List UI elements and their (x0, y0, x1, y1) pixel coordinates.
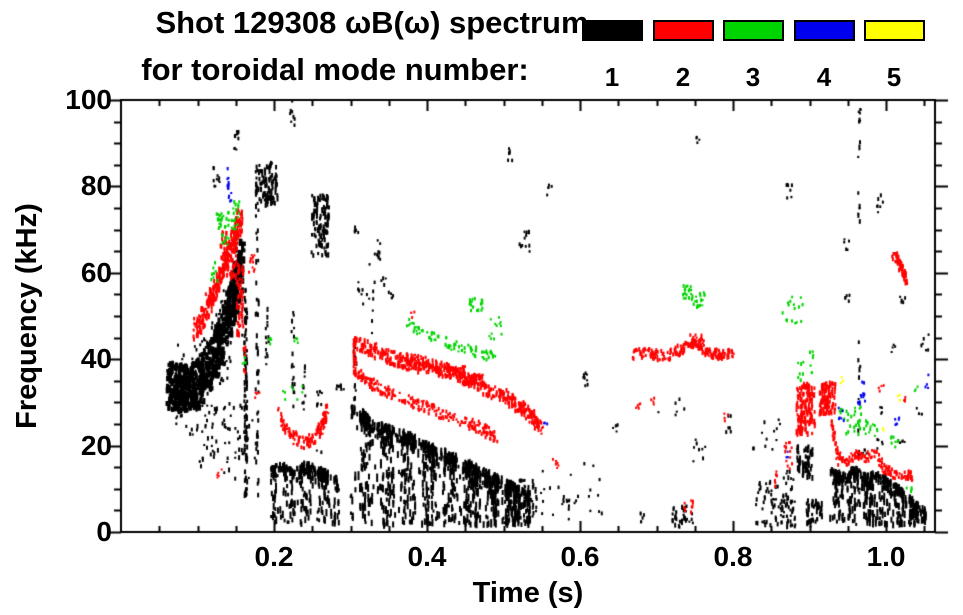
y-axis-title: Frequency (kHz) (11, 203, 43, 429)
y-tick-label-100: 100 (65, 84, 112, 115)
y-tick-label-40: 40 (80, 343, 112, 375)
legend-label-mode-2: 2 (675, 62, 691, 92)
y-tick-label-20: 20 (80, 429, 112, 461)
y-tick-label-60: 60 (80, 256, 112, 288)
legend-swatch-mode-5 (864, 20, 925, 41)
x-tick-label-0.8: 0.8 (713, 541, 753, 572)
x-tick-label-1.0: 1.0 (866, 541, 906, 572)
x-tick-label-0.6: 0.6 (560, 541, 600, 572)
x-tick-label-0.4: 0.4 (407, 541, 447, 572)
x-tick-label-0.2: 0.2 (254, 541, 294, 572)
legend-swatch-mode-3 (723, 20, 784, 41)
legend-swatch-mode-2 (653, 20, 714, 41)
legend-swatch-mode-4 (794, 20, 855, 41)
legend-swatch-mode-1 (582, 20, 643, 41)
legend-label-mode-3: 3 (745, 62, 761, 92)
legend-label-mode-5: 5 (886, 62, 902, 92)
y-tick-label-0: 0 (96, 516, 112, 547)
legend-label-mode-4: 4 (816, 62, 832, 92)
chart-title-line-1: Shot 129308 ωB(ω) spectrum (155, 5, 589, 40)
chart-title-line-2: for toroidal mode number: (141, 52, 529, 87)
x-axis-title: Time (s) (472, 577, 584, 609)
y-tick-label-80: 80 (80, 170, 112, 202)
legend-label-mode-1: 1 (604, 62, 620, 92)
